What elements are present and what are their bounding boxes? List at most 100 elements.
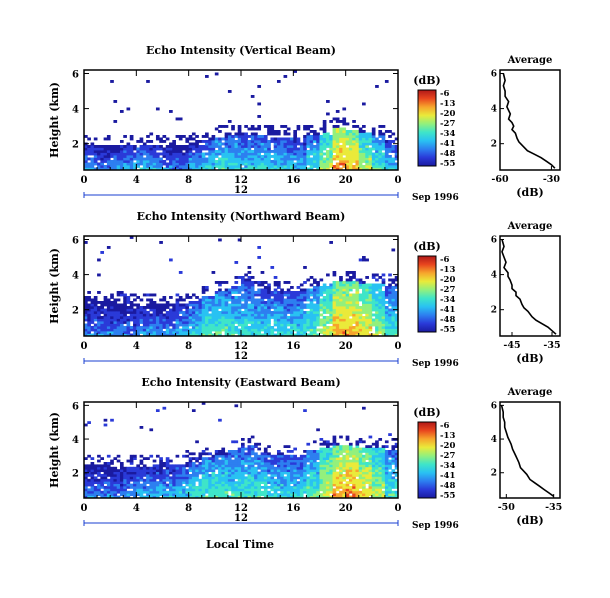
heatmap-cell (263, 296, 268, 299)
heatmap-cell (368, 293, 373, 297)
heatmap-cell (169, 167, 173, 171)
heatmap-cell (286, 288, 291, 292)
heatmap-cell (178, 321, 183, 324)
heatmap-cell (273, 291, 278, 294)
heatmap-cell (113, 100, 118, 103)
heatmap-cell (175, 165, 180, 168)
heatmap-cell (286, 493, 291, 496)
heatmap-cell (290, 457, 294, 460)
heatmap-cell (178, 135, 183, 138)
heatmap-cell (172, 165, 176, 168)
heatmap-cell (342, 291, 347, 294)
heatmap-cell (241, 333, 245, 337)
heatmap-cell (384, 462, 389, 465)
heatmap-cell (260, 469, 265, 472)
heatmap-cell (110, 296, 114, 299)
heatmap-cell (113, 150, 118, 153)
heatmap-cell (286, 152, 291, 156)
heatmap-cell (97, 488, 101, 492)
heatmap-cell (146, 157, 150, 161)
heatmap-cell (178, 296, 183, 299)
colorbar-tick-label: -41 (440, 305, 455, 315)
heatmap-cell (371, 462, 376, 465)
colorbar-tick-label: -13 (440, 99, 455, 109)
heatmap-cell (93, 306, 98, 309)
heatmap-cell (221, 152, 226, 156)
heatmap-cell (93, 155, 98, 158)
heatmap-cell (241, 450, 245, 453)
heatmap-cell (299, 288, 304, 292)
heatmap-cell (123, 301, 127, 304)
heatmap-cell (384, 313, 389, 317)
heatmap-cell (231, 157, 235, 161)
heatmap-cell (159, 331, 163, 334)
heatmap-cell (201, 464, 206, 468)
heatmap-cell (303, 288, 307, 292)
heatmap-cell (270, 291, 275, 294)
heatmap-cell (93, 464, 98, 468)
heatmap-cell (394, 442, 399, 446)
heatmap-cell (286, 301, 291, 304)
heatmap-cell (355, 155, 360, 158)
heatmap-cell (224, 147, 229, 151)
heatmap-cell (276, 466, 281, 470)
heatmap-cell (342, 157, 347, 161)
heatmap-cell (198, 165, 203, 168)
heatmap-cell (335, 130, 340, 133)
heatmap-cell (234, 328, 239, 332)
heatmap-cell (250, 132, 255, 136)
heatmap-cell (358, 308, 363, 312)
heatmap-cell (237, 130, 242, 133)
heatmap-cell (113, 469, 118, 472)
heatmap-cell (129, 490, 134, 494)
heatmap-cell (84, 495, 88, 499)
heatmap-cell (371, 474, 376, 477)
heatmap-cell (234, 298, 239, 302)
heatmap-cell (211, 326, 216, 329)
heatmap-cell (103, 490, 108, 494)
heatmap-cell (172, 495, 176, 499)
heatmap-cell (185, 331, 190, 334)
heatmap-cell (250, 483, 255, 487)
heatmap-cell (175, 157, 180, 161)
heatmap-cell (241, 471, 245, 475)
heatmap-cell (257, 464, 262, 468)
heatmap-cell (116, 321, 121, 324)
heatmap-cell (201, 147, 206, 151)
heatmap-cell (280, 288, 284, 292)
heatmap-cell (365, 454, 369, 458)
heatmap-cell (205, 462, 209, 465)
heatmap-cell (110, 462, 114, 465)
heatmap-cell (106, 301, 111, 304)
heatmap-cell (303, 137, 307, 141)
heatmap-cell (290, 476, 294, 480)
heatmap-cell (263, 318, 268, 322)
heatmap-cell (339, 445, 343, 448)
heatmap-cell (205, 135, 209, 138)
heatmap-cell (123, 331, 127, 334)
heatmap-cell (342, 333, 347, 337)
heatmap-cell (283, 132, 288, 136)
heatmap-cell (273, 316, 278, 319)
heatmap-cell (283, 481, 288, 484)
heatmap-cell (375, 454, 379, 458)
heatmap-cell (316, 291, 320, 294)
heatmap-cell (113, 483, 118, 487)
heatmap-cell (296, 474, 301, 477)
heatmap-cell (299, 333, 304, 337)
heatmap-cell (195, 313, 199, 317)
heatmap-cell (142, 152, 147, 156)
heatmap-cell (237, 140, 242, 143)
heatmap-cell (368, 466, 373, 470)
heatmap-cell (362, 457, 366, 460)
average-xlabel: (dB) (516, 186, 543, 199)
heatmap-cell (371, 303, 376, 307)
heatmap-cell (221, 142, 226, 146)
heatmap-cell (381, 147, 386, 151)
heatmap-cell (335, 447, 340, 451)
heatmap-cell (162, 308, 167, 312)
heatmap-cell (260, 313, 265, 317)
heatmap-cell (214, 316, 219, 319)
heatmap-cell (231, 165, 235, 168)
heatmap-cell (100, 323, 105, 327)
